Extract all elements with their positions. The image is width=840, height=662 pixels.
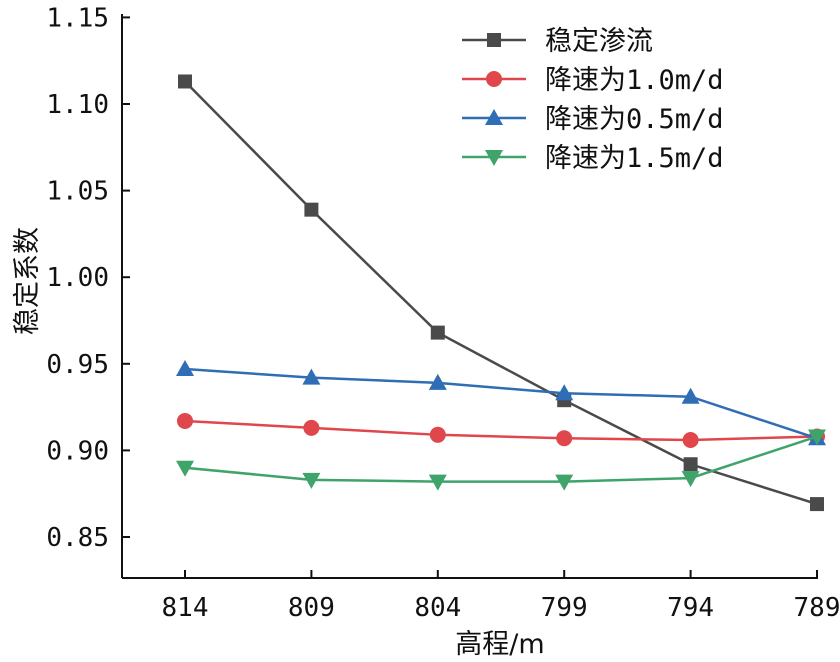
y-tick-label: 1.00 [46,263,109,293]
data-point [683,457,698,472]
series-layer [176,74,826,512]
axes: 0.85 0.90 0.95 1.00 1.05 1.10 1.15 814 809 804 799… [46,3,840,623]
data-point [429,426,446,443]
x-tick-label: 799 [541,593,588,623]
data-point [176,460,194,477]
legend-marker [486,71,502,87]
legend-label: 降速为0.5m/d [545,104,724,135]
data-point [430,325,445,340]
x-tick-label: 804 [414,593,461,623]
y-tick-label: 0.90 [46,436,109,466]
y-tick-label: 1.10 [46,90,109,120]
x-axis-title: 高程/m [455,629,544,660]
legend-label: 降速为1.0m/d [545,65,724,96]
x-tick-label: 809 [288,593,335,623]
legend-marker [485,150,503,166]
data-point [177,412,193,429]
x-tick-label: 814 [162,593,209,623]
data-point [555,474,574,491]
legend-item-4: 降速为1.5m/d [462,143,724,174]
y-tick-label: 0.85 [46,523,109,553]
data-point [810,497,824,512]
data-point [681,471,700,488]
series-2 [177,412,825,449]
data-point [428,373,447,390]
series-line [184,419,818,442]
data-point [303,419,320,436]
data-point [428,474,447,491]
x-tick-label: 794 [667,593,714,623]
data-point [302,472,321,489]
legend-label: 降速为1.5m/d [545,143,724,174]
y-tick-label: 1.15 [46,3,109,33]
data-point [176,359,194,376]
legend-item-1: 稳定渗流 [462,26,653,57]
legend-item-2: 降速为1.0m/d [462,65,724,96]
x-tick-label: 789 [794,593,840,623]
series-4 [176,429,826,491]
y-axis-title: 稳定系数 [12,227,43,335]
legend-marker [487,33,501,47]
series-3 [176,359,826,446]
data-point [302,368,321,385]
data-point [555,384,574,401]
data-point [178,74,192,89]
series-1 [178,74,824,512]
series-line [184,367,818,440]
series-line [184,435,818,483]
legend-label: 稳定渗流 [545,26,653,57]
data-point [682,432,699,449]
y-tick-label: 0.95 [46,350,109,380]
data-point [808,429,826,446]
data-point [556,430,573,447]
data-point [304,202,319,217]
y-tick-label: 1.05 [46,177,109,207]
legend-marker [485,109,503,125]
legend-item-3: 降速为0.5m/d [462,104,724,135]
data-point [681,387,700,404]
